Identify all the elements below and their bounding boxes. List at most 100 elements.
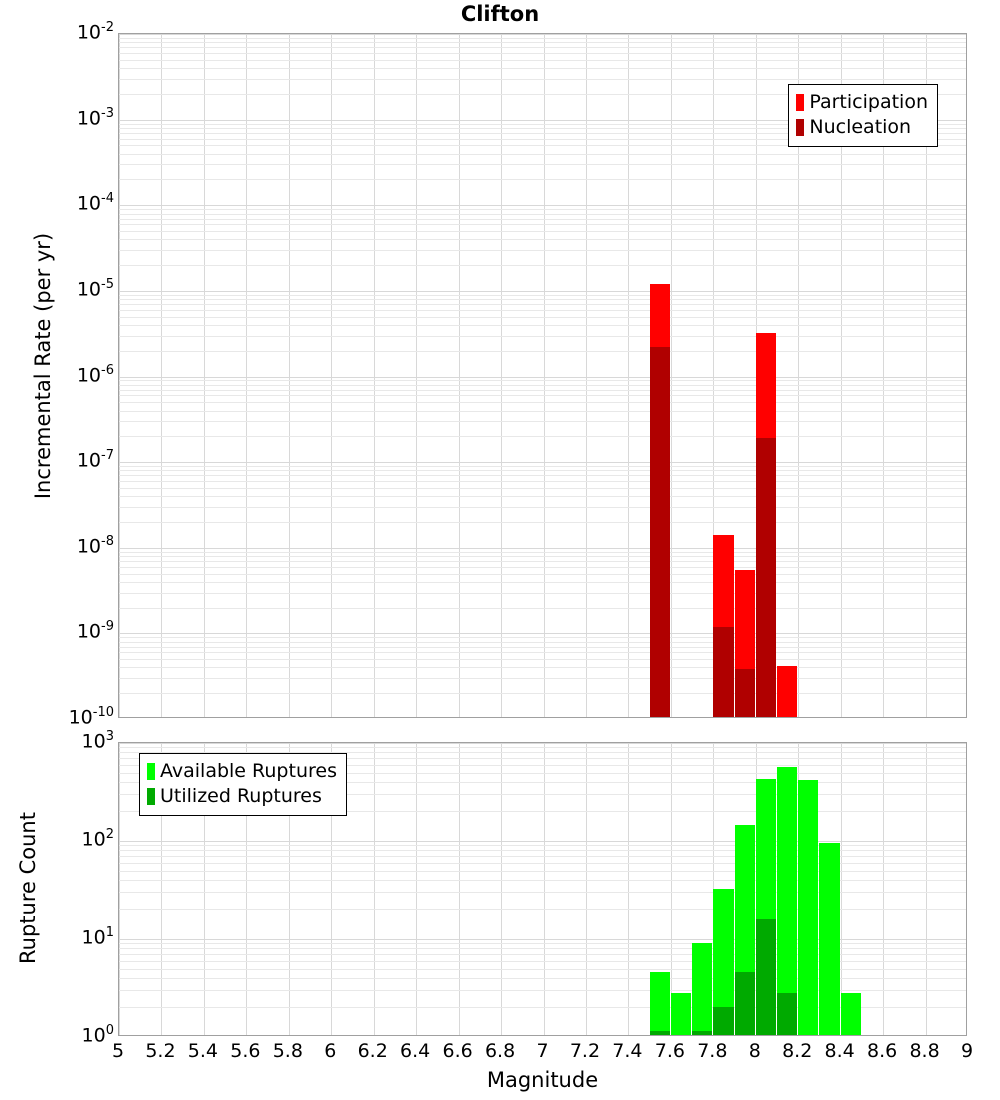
gridline-horizontal-minor bbox=[119, 47, 966, 49]
gridline-horizontal bbox=[119, 290, 966, 292]
gridline-horizontal-minor bbox=[119, 521, 966, 523]
gridline-horizontal-minor bbox=[119, 506, 966, 508]
bar-available-ruptures bbox=[670, 993, 692, 1035]
gridline-horizontal-minor bbox=[119, 239, 966, 241]
x-axis-tick-label: 7.8 bbox=[697, 1040, 728, 1062]
gridline-horizontal-minor bbox=[119, 556, 966, 558]
gridline-vertical bbox=[246, 34, 248, 717]
page-title: Clifton bbox=[460, 2, 540, 26]
x-axis-tick-label: 8.8 bbox=[909, 1040, 940, 1062]
gridline-horizontal-minor bbox=[119, 52, 966, 54]
gridline-vertical bbox=[501, 34, 503, 717]
bar-utilized-ruptures bbox=[713, 1007, 734, 1035]
y-axis-tick-label: 10-8 bbox=[76, 533, 114, 558]
y-axis-tick-label: 10-2 bbox=[76, 20, 114, 44]
legend-label: Nucleation bbox=[809, 116, 912, 138]
gridline-vertical bbox=[840, 34, 842, 717]
x-axis-tick-label: 8.2 bbox=[782, 1040, 813, 1062]
gridline-horizontal-minor bbox=[119, 384, 966, 386]
y-axis-tick-label: 101 bbox=[81, 925, 114, 949]
top-legend: Participation Nucleation bbox=[788, 84, 938, 147]
gridline-horizontal-minor bbox=[119, 948, 966, 950]
bar-nucleation bbox=[734, 669, 755, 717]
gridline-horizontal-minor bbox=[119, 794, 966, 796]
gridline-horizontal-minor bbox=[119, 496, 966, 498]
gridline-horizontal-minor bbox=[119, 410, 966, 412]
gridline-vertical bbox=[883, 743, 885, 1035]
bar-participation bbox=[776, 665, 798, 717]
x-axis-tick-label: 5.6 bbox=[230, 1040, 261, 1062]
gridline-horizontal-minor bbox=[119, 42, 966, 44]
gridline-horizontal-minor bbox=[119, 93, 966, 95]
gridline-horizontal-minor bbox=[119, 335, 966, 337]
gridline-horizontal-minor bbox=[119, 581, 966, 583]
gridline-horizontal-minor bbox=[119, 324, 966, 326]
gridline-horizontal-minor bbox=[119, 781, 966, 783]
gridline-horizontal-minor bbox=[119, 164, 966, 166]
gridline-horizontal-minor bbox=[119, 892, 966, 894]
gridline-vertical bbox=[628, 743, 630, 1035]
gridline-vertical bbox=[161, 743, 163, 1035]
gridline-vertical bbox=[670, 743, 672, 1035]
gridline-horizontal-minor bbox=[119, 265, 966, 267]
bottom-legend: Available Ruptures Utilized Ruptures bbox=[139, 753, 347, 816]
y-axis-tick-label: 10-9 bbox=[76, 619, 114, 643]
incremental-rate-plot: Participation Nucleation bbox=[118, 33, 967, 718]
gridline-horizontal-minor bbox=[119, 389, 966, 391]
y-axis-tick-label: 10-5 bbox=[76, 276, 114, 301]
gridline-horizontal bbox=[119, 205, 966, 207]
x-axis-tick-label: 5.2 bbox=[145, 1040, 176, 1062]
x-axis-tick-label: 5 bbox=[111, 1040, 125, 1062]
gridline-horizontal bbox=[119, 547, 966, 549]
gridline-vertical bbox=[373, 34, 375, 717]
gridline-vertical bbox=[458, 743, 460, 1035]
gridline-horizontal-minor bbox=[119, 968, 966, 970]
gridline-horizontal-minor bbox=[119, 304, 966, 306]
gridline-horizontal-minor bbox=[119, 646, 966, 648]
gridline-horizontal-minor bbox=[119, 758, 966, 760]
gridline-vertical bbox=[670, 34, 672, 717]
gridline-horizontal-minor bbox=[119, 475, 966, 477]
gridline-vertical bbox=[585, 743, 587, 1035]
gridline-horizontal-minor bbox=[119, 764, 966, 766]
x-axis-tick-label: 8.4 bbox=[824, 1040, 855, 1062]
x-axis-tick-label: 6.2 bbox=[357, 1040, 388, 1062]
gridline-horizontal-minor bbox=[119, 1007, 966, 1009]
gridline-horizontal bbox=[119, 119, 966, 121]
gridline-horizontal-minor bbox=[119, 153, 966, 155]
gridline-vertical bbox=[119, 34, 120, 717]
legend-label: Utilized Ruptures bbox=[160, 785, 322, 807]
gridline-vertical bbox=[543, 34, 545, 717]
bar-available-ruptures bbox=[819, 843, 840, 1035]
gridline-horizontal-minor bbox=[119, 960, 966, 962]
gridline-horizontal-minor bbox=[119, 209, 966, 211]
gridline-horizontal-minor bbox=[119, 224, 966, 226]
bar-utilized-ruptures bbox=[692, 1031, 713, 1035]
x-axis-tick-label: 6.4 bbox=[400, 1040, 431, 1062]
legend-swatch-available-ruptures-icon bbox=[147, 763, 155, 780]
gridline-horizontal-minor bbox=[119, 179, 966, 181]
x-axis-tick-label: 5.8 bbox=[272, 1040, 303, 1062]
gridline-horizontal-minor bbox=[119, 37, 966, 39]
gridline-horizontal-minor bbox=[119, 772, 966, 774]
y-axis-tick-label: 103 bbox=[81, 729, 114, 753]
gridline-horizontal-minor bbox=[119, 231, 966, 233]
bar-available-ruptures bbox=[776, 766, 798, 1035]
gridline-horizontal-minor bbox=[119, 59, 966, 61]
gridline-horizontal-minor bbox=[119, 132, 966, 134]
y-axis-tick-label: 10-4 bbox=[76, 191, 114, 215]
gridline-vertical bbox=[161, 34, 163, 717]
gridline-horizontal bbox=[119, 743, 966, 744]
gridline-horizontal-minor bbox=[119, 879, 966, 881]
gridline-horizontal-minor bbox=[119, 862, 966, 864]
gridline-vertical bbox=[331, 743, 333, 1035]
gridline-vertical bbox=[246, 743, 248, 1035]
gridline-horizontal-minor bbox=[119, 870, 966, 872]
gridline-vertical bbox=[203, 34, 205, 717]
gridline-vertical bbox=[288, 34, 290, 717]
y-axis-tick-label: 100 bbox=[81, 1023, 114, 1047]
gridline-vertical bbox=[798, 34, 800, 717]
gridline-horizontal-minor bbox=[119, 250, 966, 252]
top-y-axis-label: Incremental Rate (per yr) bbox=[31, 232, 55, 500]
